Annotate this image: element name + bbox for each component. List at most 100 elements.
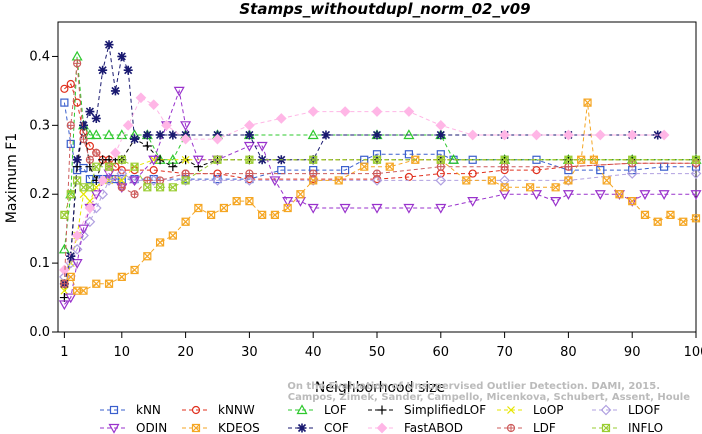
- data-point: [594, 190, 606, 200]
- data-point: [92, 162, 101, 171]
- data-point: [143, 183, 152, 192]
- data-point: [307, 203, 319, 214]
- data-point: [84, 216, 96, 228]
- legend-item-loop: LoOP: [497, 403, 564, 417]
- legend-item-knnw: kNNW: [182, 403, 255, 417]
- data-point: [371, 203, 383, 214]
- data-point: [142, 141, 152, 151]
- legend-item-odin: ODIN: [100, 421, 167, 434]
- data-point: [104, 40, 114, 50]
- data-point: [65, 293, 77, 304]
- data-point: [58, 300, 70, 311]
- data-point: [117, 174, 126, 184]
- data-point: [192, 155, 204, 166]
- data-point-detail: [182, 170, 190, 178]
- data-point: [468, 169, 477, 178]
- data-point: [467, 197, 479, 207]
- data-point: [376, 422, 388, 434]
- x-tick-label: 10: [114, 345, 131, 360]
- data-point: [321, 130, 331, 140]
- data-point: [436, 155, 445, 164]
- data-point: [462, 176, 471, 185]
- data-point: [658, 129, 670, 141]
- data-point: [562, 190, 574, 200]
- data-point: [309, 155, 318, 164]
- data-point: [194, 203, 203, 213]
- data-point: [71, 259, 83, 269]
- data-point: [297, 423, 307, 433]
- series-ldof: [59, 168, 702, 283]
- data-point: [563, 129, 574, 141]
- data-point: [60, 84, 69, 93]
- data-point: [181, 217, 190, 226]
- data-point: [339, 106, 351, 117]
- data-point: [467, 129, 479, 141]
- data-point: [73, 176, 82, 185]
- data-point: [275, 113, 287, 124]
- data-point: [97, 175, 109, 186]
- legend-item-knn: kNN: [100, 403, 161, 417]
- data-point: [103, 129, 115, 140]
- series-simplifiedlof: [59, 120, 701, 303]
- x-tick-label: 50: [369, 345, 386, 360]
- data-point: [212, 175, 223, 186]
- y-axis: 0.0 0.1 0.2 0.3 0.4: [29, 49, 59, 340]
- legend-label: LDF: [533, 421, 556, 434]
- data-point: [130, 134, 140, 144]
- x-axis-label: Neighborhood size: [315, 380, 445, 396]
- data-point: [564, 176, 573, 185]
- data-point: [98, 65, 108, 75]
- data-point: [507, 406, 515, 414]
- series-inflo: [60, 155, 701, 219]
- data-point: [123, 65, 133, 75]
- data-point: [679, 217, 688, 226]
- data-point: [283, 203, 292, 213]
- data-point: [90, 190, 102, 200]
- legend-item-ldf: LDF: [497, 421, 556, 434]
- data-point: [639, 190, 651, 200]
- data-point: [377, 405, 387, 415]
- x-tick-label: 20: [177, 345, 194, 360]
- watermark-line-2: On the Evaluation of Unsupervised Outlie…: [287, 381, 660, 392]
- data-point: [142, 130, 152, 140]
- data-point: [85, 174, 95, 184]
- data-point: [258, 210, 267, 219]
- legend-label: LoOP: [533, 403, 564, 417]
- y-tick-label: 0.4: [29, 49, 50, 64]
- legend-item-lof: LOF: [288, 403, 347, 417]
- data-point: [85, 141, 95, 151]
- series-layer: [58, 40, 702, 311]
- series-line-odin: [64, 89, 696, 305]
- data-point: [79, 120, 89, 130]
- legend-label: FastABOD: [404, 421, 463, 434]
- data-point: [92, 279, 101, 288]
- legend-item-kdeos: KDEOS: [182, 421, 260, 434]
- data-point-detail: [67, 121, 75, 129]
- data-point: [628, 155, 637, 164]
- series-line-lof: [63, 56, 696, 250]
- data-point: [499, 129, 510, 141]
- data-point: [628, 197, 637, 206]
- data-point-detail: [86, 156, 94, 164]
- data-point: [530, 190, 543, 200]
- data-point: [129, 176, 141, 187]
- data-point: [487, 176, 496, 185]
- data-point: [207, 210, 216, 219]
- data-point: [116, 168, 128, 179]
- legend-label: ODIN: [136, 421, 167, 434]
- data-point: [213, 155, 222, 164]
- data-point: [135, 92, 147, 104]
- data-point: [626, 168, 638, 179]
- data-point: [448, 154, 460, 164]
- data-point: [116, 129, 128, 140]
- y-tick-label: 0.1: [29, 256, 50, 271]
- data-point: [155, 238, 165, 247]
- x-tick-label: 40: [305, 345, 322, 360]
- data-point: [270, 210, 280, 219]
- legend-item-ldof: LDOF: [592, 403, 660, 417]
- data-point: [500, 155, 509, 164]
- data-point: [596, 166, 605, 175]
- data-point: [104, 162, 114, 171]
- watermark-line-1: Campos, Zimek, Sander, Campello, Micenko…: [288, 392, 690, 403]
